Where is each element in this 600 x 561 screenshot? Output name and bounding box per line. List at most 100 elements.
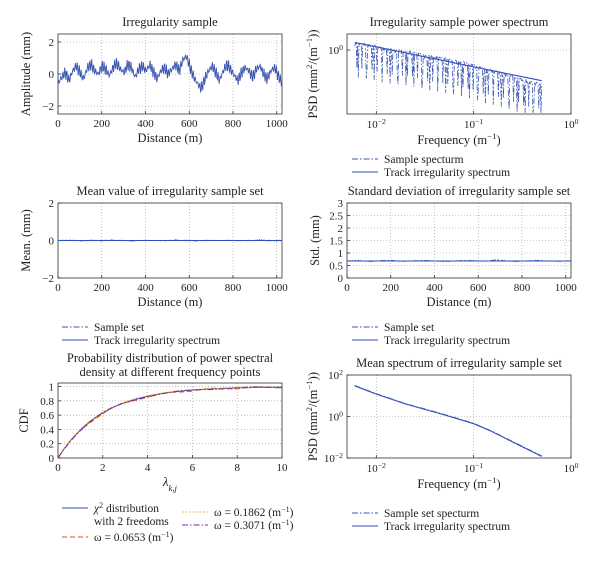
p5-xticklabel: 6 — [190, 462, 196, 474]
p1-xticklabel: 800 — [225, 118, 242, 130]
p5-series-w1 — [57, 386, 282, 459]
p6-xticklabel-part: −1 — [475, 461, 483, 470]
p5-xticklabel: 4 — [145, 462, 151, 474]
p2-yticklabel-part: 0 — [339, 43, 343, 52]
p2-xticklabel: 100 — [564, 117, 579, 132]
p4-yticklabel: 2.5 — [329, 211, 343, 223]
p2-xlabel-part: Frequency (m — [417, 133, 487, 147]
p2-title: Irregularity sample power spectrum — [370, 15, 549, 29]
p6-legend-label-1: Track irregularity spectrum — [384, 521, 510, 533]
p1-ylabel: Amplitude (mm) — [19, 32, 33, 116]
p1-yticklabel: 0 — [49, 69, 55, 81]
p1-series-line — [57, 53, 283, 94]
p6-xticklabel-part: 10 — [367, 463, 379, 475]
p2-ylabel-part: PSD (mm — [306, 69, 320, 119]
p4-xticklabel: 800 — [514, 282, 531, 294]
p6-yticklabel-part: −2 — [335, 451, 343, 460]
p5-c-legend-label-0: ω = 0.1862 (m−1) — [214, 505, 294, 520]
p5-c-legend-label-1: ω = 0.3071 (m−1) — [214, 518, 294, 533]
p4-xticklabel: 1000 — [555, 282, 578, 294]
p6-yticklabel: 10−2 — [324, 451, 343, 466]
p3-yticklabel: −2 — [42, 273, 54, 285]
p3-title: Mean value of irregularity sample set — [76, 184, 264, 198]
p2-xticklabel-part: 10 — [564, 119, 576, 131]
p5-a-legend-label-0: χ2 distribution — [93, 501, 159, 516]
p5-xticklabel: 2 — [100, 462, 106, 474]
p6-xticklabel: 10−1 — [464, 461, 483, 476]
p6-xticklabel-part: −2 — [378, 461, 386, 470]
p4-legend-label-1: Track irregularity spectrum — [384, 335, 510, 347]
p4-yticklabel: 1.5 — [329, 236, 343, 248]
p2-xlabel: Frequency (m−1) — [417, 131, 500, 147]
p5-b-legend-label-0-part: −1 — [161, 530, 170, 539]
p4-yticklabel: 0 — [338, 273, 344, 285]
p5-c-legend-label-0-part: ) — [290, 507, 294, 519]
p3-xlabel: Distance (m) — [138, 295, 203, 309]
p6-yticklabel: 100 — [328, 409, 343, 424]
p2-ylabel-part: /(m — [306, 47, 320, 65]
p2-ylabel-part: −1 — [304, 38, 314, 47]
p5-c-legend-label-1-part: ω = 0.3071 (m — [214, 520, 281, 532]
p5-series-chi2 — [57, 386, 282, 459]
p3-ylabel: Mean. (mm) — [19, 209, 33, 271]
p3-yticklabel: 2 — [49, 198, 55, 210]
p6-xticklabel: 100 — [564, 461, 579, 476]
p4-xlabel: Distance (m) — [427, 295, 492, 309]
p1-xlabel: Distance (m) — [138, 131, 203, 145]
p5-yticklabel: 0 — [49, 453, 55, 465]
p6-xlabel: Frequency (m−1) — [417, 475, 500, 491]
p6-xlabel-part: −1 — [487, 475, 496, 485]
p6-yticklabel: 102 — [328, 368, 343, 383]
p5-b-legend-label-0: ω = 0.0653 (m−1) — [94, 530, 174, 545]
p5-frame — [57, 382, 283, 459]
p1-xticklabel: 200 — [94, 118, 111, 130]
p6-grid — [347, 374, 572, 459]
p4-title: Standard deviation of irregularity sampl… — [348, 184, 571, 198]
p5-xlabel: λk,j — [162, 475, 177, 493]
p6-series-sample — [354, 384, 542, 457]
p3-xticklabel: 200 — [94, 282, 111, 294]
p4-yticklabel: 3 — [338, 198, 344, 210]
p2-xticklabel-part: 10 — [464, 119, 476, 131]
p1-xticklabel: 1000 — [266, 118, 289, 130]
p5-b-legend-label-0-part: ω = 0.0653 (m — [94, 532, 161, 544]
p3-yticklabel: 0 — [49, 236, 55, 248]
p2-xlabel-part: ) — [496, 133, 500, 147]
p6-yticklabel-part: 10 — [328, 412, 340, 424]
p2-ylabel-part: 2 — [304, 64, 314, 68]
p2-legend-label-1: Track irregularity spectrum — [384, 167, 510, 179]
p5-xlabel-part: λ — [162, 475, 169, 489]
p2-series-track — [354, 41, 542, 82]
p4-panel: 0 200 400 600 800 1000 00.511.522.53 Standard d… — [308, 184, 577, 347]
p6-yticklabel-part: 10 — [324, 453, 336, 465]
p5-b-legend-label-0-part: ) — [170, 532, 174, 544]
p3-xticklabel: 800 — [225, 282, 242, 294]
p3-xticklabel: 600 — [181, 282, 198, 294]
p2-xticklabel-part: −2 — [378, 117, 386, 126]
p4-yticklabel: 0.5 — [329, 261, 343, 273]
p6-ylabel-part: 2 — [304, 407, 314, 411]
p2-xticklabel: 10−2 — [367, 117, 386, 132]
p1-xticklabel: 0 — [55, 118, 61, 130]
p5-legend-label-chi2-line2: with 2 freedoms — [94, 516, 169, 528]
p5-xticklabel: 8 — [234, 462, 240, 474]
p4-xticklabel: 600 — [470, 282, 487, 294]
p5-title2: density at different frequency points — [80, 365, 261, 379]
p6-ylabel-part: /(m — [306, 389, 320, 407]
p3-legend-label-1: Track irregularity spectrum — [94, 335, 220, 347]
p2-series-sample — [354, 41, 543, 113]
p6-ylabel: PSD (mm2/(m−1)) — [304, 372, 320, 461]
p2-grid — [347, 34, 572, 114]
p6-xticklabel-part: 10 — [464, 463, 476, 475]
p6-title: Mean spectrum of irregularity sample set — [356, 356, 562, 370]
p3-legend-label-0: Sample set — [94, 322, 145, 334]
p5-c-legend-label-1-part: −1 — [281, 518, 290, 527]
p2-xlabel-part: −1 — [487, 131, 496, 141]
p5-series-w3 — [57, 386, 282, 459]
p1-title: Irregularity sample — [122, 15, 218, 29]
p4-xticklabel: 400 — [426, 282, 443, 294]
p2-xticklabel-part: −1 — [475, 117, 483, 126]
p2-ylabel: PSD (mm2/(m−1)) — [304, 29, 320, 118]
